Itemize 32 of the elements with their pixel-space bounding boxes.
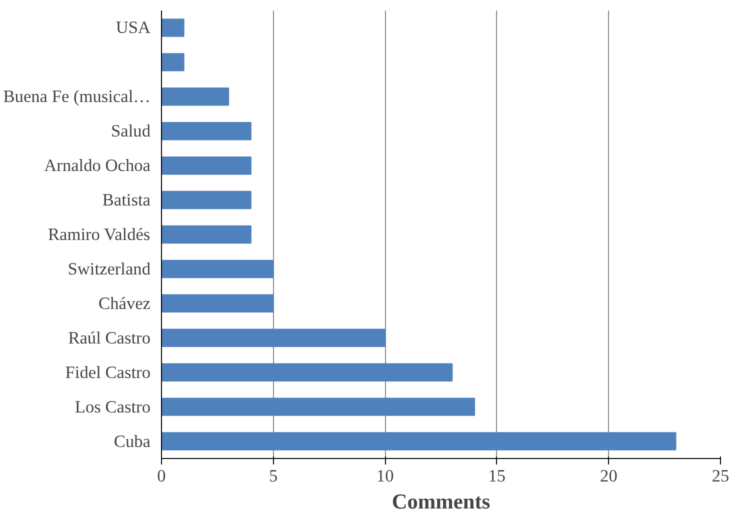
- x-tick-label: 25: [712, 466, 730, 486]
- y-tick-label: Fidel Castro: [65, 362, 151, 382]
- bar: [162, 225, 252, 244]
- y-tick-label: Arnaldo Ochoa: [44, 156, 151, 176]
- x-tick-label: 20: [600, 466, 618, 486]
- x-tick-label: 0: [157, 466, 166, 486]
- bar: [162, 260, 274, 278]
- bar: [162, 398, 476, 416]
- y-tick-label: Chávez: [98, 294, 151, 313]
- y-tick-label: Los Castro: [74, 397, 151, 416]
- y-tick-label: Switzerland: [68, 259, 151, 278]
- bar: [162, 53, 184, 72]
- bar: [162, 294, 274, 313]
- bar: [162, 88, 230, 106]
- bar: [162, 156, 252, 175]
- bar: [162, 190, 252, 210]
- y-tick-label: Buena Fe (musical…: [3, 87, 151, 106]
- y-tick-label: Batista: [102, 190, 151, 210]
- y-tick-label: Ramiro Valdés: [48, 225, 150, 244]
- y-tick-label: Salud: [111, 122, 151, 141]
- bar: [162, 18, 184, 37]
- y-tick-label: Cuba: [114, 432, 151, 451]
- x-tick-label: 5: [268, 466, 278, 486]
- x-tick-label: 10: [376, 466, 394, 486]
- bar: [162, 122, 252, 140]
- bar: [162, 328, 386, 347]
- y-tick-label: Raúl Castro: [68, 328, 151, 348]
- x-axis-title: Comments: [392, 490, 490, 514]
- x-tick-label: 15: [488, 466, 506, 486]
- y-tick-label: USA: [116, 18, 151, 38]
- bar: [162, 363, 453, 382]
- bar: [162, 432, 676, 450]
